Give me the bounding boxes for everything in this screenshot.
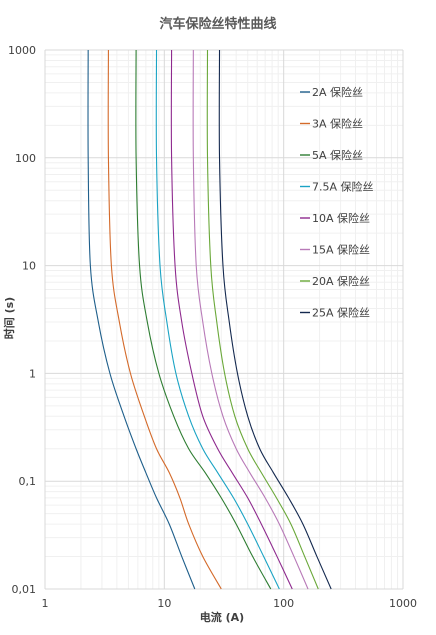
series-line-6 — [192, 49, 309, 590]
series-line-7 — [206, 49, 319, 590]
y-axis-ticks: 1000 100 10 1 0,1 0,01 — [8, 44, 36, 596]
legend-item: 3A 保险丝 — [300, 117, 363, 131]
y-tick-label: 0,1 — [19, 475, 37, 488]
legend-label: 20A 保险丝 — [312, 274, 370, 288]
series-line-3 — [135, 49, 272, 590]
series-line-2 — [107, 49, 222, 590]
chart-title: 汽车保险丝特性曲线 — [159, 16, 276, 32]
legend-item: 15A 保险丝 — [300, 243, 370, 257]
legend-item: 10A 保险丝 — [300, 211, 370, 225]
series-line-5 — [170, 49, 293, 590]
legend-item: 20A 保险丝 — [300, 274, 370, 288]
x-axis-ticks: 1 10 100 1000 — [42, 597, 418, 610]
legend-label: 10A 保险丝 — [312, 211, 370, 225]
x-tick-label: 100 — [273, 597, 294, 610]
x-tick-label: 10 — [157, 597, 171, 610]
legend-item: 25A 保险丝 — [300, 306, 370, 320]
series-line-8 — [218, 49, 332, 590]
legend-item: 5A 保险丝 — [300, 148, 363, 162]
legend-item: 2A 保险丝 — [300, 85, 363, 99]
y-tick-label: 1000 — [8, 44, 36, 57]
legend-label: 2A 保险丝 — [312, 85, 363, 99]
legend-label: 25A 保险丝 — [312, 306, 370, 320]
y-tick-label: 0,01 — [12, 583, 37, 596]
series-line-4 — [155, 49, 280, 590]
legend-label: 7.5A 保险丝 — [312, 180, 374, 194]
legend-label: 3A 保险丝 — [312, 117, 363, 131]
x-axis-label: 电流 (A) — [200, 610, 244, 624]
x-tick-label: 1 — [42, 597, 49, 610]
grid — [44, 49, 404, 590]
x-tick-label: 1000 — [389, 597, 417, 610]
legend-item: 7.5A 保险丝 — [300, 180, 374, 194]
series-layer — [87, 49, 332, 590]
legend: 2A 保险丝 3A 保险丝 5A 保险丝 7.5A 保险丝 10A 保险丝 15A 保险丝… — [300, 85, 374, 320]
legend-label: 5A 保险丝 — [312, 148, 363, 162]
y-tick-label: 100 — [15, 152, 36, 165]
y-tick-label: 1 — [29, 367, 36, 380]
legend-label: 15A 保险丝 — [312, 243, 370, 257]
y-axis-label: 时间 (s) — [2, 297, 16, 339]
series-line-1 — [87, 49, 196, 590]
y-tick-label: 10 — [22, 260, 36, 273]
